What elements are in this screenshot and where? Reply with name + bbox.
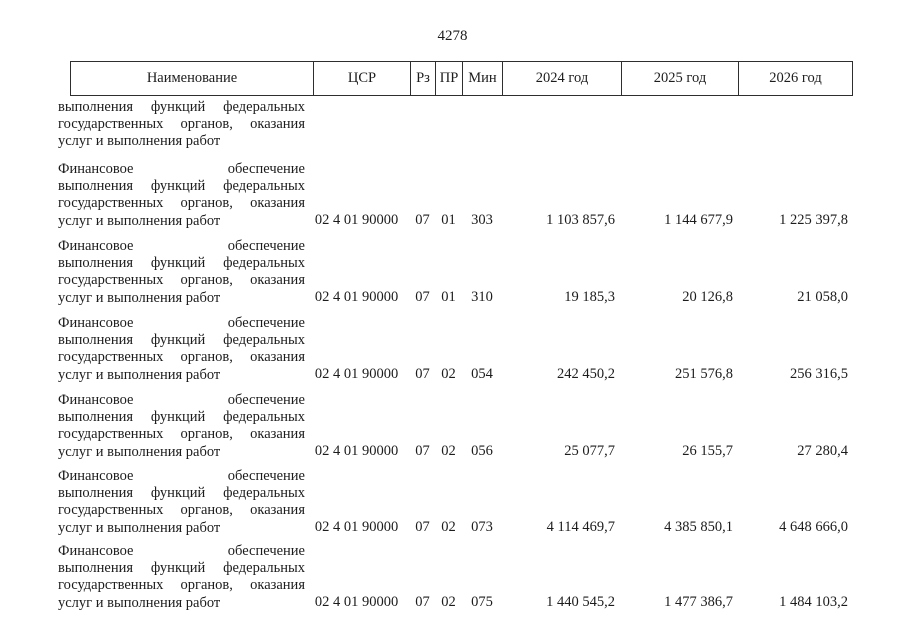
cell-y2026: 21 058,0	[797, 288, 848, 305]
header-cell-name: Наименование	[71, 62, 314, 95]
table-row: Финансовое обеспечение выполнения функций…	[58, 315, 852, 384]
cell-y2025: 251 576,8	[675, 365, 733, 382]
cell-csr: 02 4 01 90000	[314, 593, 399, 610]
cell-csr: 02 4 01 90000	[314, 288, 399, 305]
cell-rz: 07	[415, 365, 430, 382]
table-header-row: Наименование ЦСР Рз ПР Мин 2024 год 2025…	[70, 61, 853, 96]
name-line: государственных органов, оказания	[58, 349, 305, 366]
cell-y2024: 19 185,3	[564, 288, 615, 305]
cell-y2024: 4 114 469,7	[546, 518, 615, 535]
cell-y2024: 242 450,2	[557, 365, 615, 382]
cell-pr: 02	[441, 365, 456, 382]
cell-csr: 02 4 01 90000	[314, 518, 399, 535]
name-line: государственных органов, оказания	[58, 195, 305, 212]
cell-y2026: 256 316,5	[790, 365, 848, 382]
name-line: выполнения функций федеральных	[58, 409, 305, 426]
cell-rz: 07	[415, 518, 430, 535]
name-line: Финансовое обеспечение	[58, 543, 305, 559]
name-line: услуг и выполнения работ	[58, 289, 221, 306]
name-line: услуг и выполнения работ	[58, 443, 221, 460]
cell-pr: 01	[441, 211, 456, 228]
cell-min: 056	[471, 442, 493, 459]
table-row: Финансовое обеспечение выполнения функций…	[58, 238, 852, 307]
cell-pr: 02	[441, 593, 456, 610]
name-line: государственных органов, оказания	[58, 426, 305, 443]
cell-name: Финансовое обеспечение выполнения функций…	[58, 161, 305, 230]
cell-y2025: 26 155,7	[682, 442, 733, 459]
header-cell-pr: ПР	[436, 62, 463, 95]
name-line: государственных органов, оказания	[58, 577, 305, 594]
cell-y2024: 25 077,7	[564, 442, 615, 459]
cell-y2026: 1 484 103,2	[779, 593, 848, 610]
cell-min: 075	[471, 593, 493, 610]
cell-csr: 02 4 01 90000	[314, 365, 399, 382]
cell-pr: 02	[441, 442, 456, 459]
table-row: Финансовое обеспечение выполнения функций…	[58, 468, 852, 537]
table-row-carryover: выполнения функций федеральных государств…	[58, 99, 852, 151]
table-row: Финансовое обеспечение выполнения функций…	[58, 392, 852, 461]
name-line: выполнения функций федеральных	[58, 99, 305, 115]
table-row: Финансовое обеспечение выполнения функций…	[58, 543, 852, 612]
name-line: Финансовое обеспечение	[58, 238, 305, 254]
name-line: государственных органов, оказания	[58, 502, 305, 519]
cell-y2024: 1 103 857,6	[546, 211, 615, 228]
name-line: Финансовое обеспечение	[58, 315, 305, 331]
cell-rz: 07	[415, 442, 430, 459]
page-number: 4278	[437, 28, 468, 44]
name-line: выполнения функций федеральных	[58, 255, 305, 272]
name-line: выполнения функций федеральных	[58, 560, 305, 577]
cell-y2026: 1 225 397,8	[779, 211, 848, 228]
cell-y2025: 20 126,8	[682, 288, 733, 305]
cell-csr: 02 4 01 90000	[314, 211, 399, 228]
header-cell-min: Мин	[463, 62, 503, 95]
cell-pr: 01	[441, 288, 456, 305]
header-cell-2025: 2025 год	[622, 62, 739, 95]
header-cell-2024: 2024 год	[503, 62, 622, 95]
cell-csr: 02 4 01 90000	[314, 442, 399, 459]
name-line: выполнения функций федеральных	[58, 485, 305, 502]
name-line: государственных органов, оказания	[58, 272, 305, 289]
cell-min: 054	[471, 365, 493, 382]
header-cell-2026: 2026 год	[769, 70, 822, 86]
name-line: государственных органов, оказания	[58, 116, 305, 133]
cell-y2025: 1 144 677,9	[664, 211, 733, 228]
name-line: услуг и выполнения работ	[58, 366, 221, 383]
cell-y2026: 4 648 666,0	[779, 518, 848, 535]
cell-name: Финансовое обеспечение выполнения функций…	[58, 468, 305, 537]
name-line: услуг и выполнения работ	[58, 212, 221, 229]
cell-min: 073	[471, 518, 493, 535]
cell-y2025: 4 385 850,1	[664, 518, 733, 535]
cell-y2024: 1 440 545,2	[546, 593, 615, 610]
name-line: выполнения функций федеральных	[58, 332, 305, 349]
cell-min: 310	[471, 288, 493, 305]
table-row: Финансовое обеспечение выполнения функций…	[58, 161, 852, 230]
cell-y2026: 27 280,4	[797, 442, 848, 459]
name-line: Финансовое обеспечение	[58, 392, 305, 408]
cell-name: Финансовое обеспечение выполнения функций…	[58, 238, 305, 307]
header-cell-csr: ЦСР	[314, 62, 411, 95]
cell-rz: 07	[415, 211, 430, 228]
cell-name: Финансовое обеспечение выполнения функций…	[58, 392, 305, 461]
name-line: услуг и выполнения работ	[58, 519, 221, 536]
name-line: выполнения функций федеральных	[58, 178, 305, 195]
cell-name: Финансовое обеспечение выполнения функций…	[58, 315, 305, 384]
cell-name: Финансовое обеспечение выполнения функций…	[58, 543, 305, 612]
name-line: услуг и выполнения работ	[58, 133, 221, 150]
name-line: Финансовое обеспечение	[58, 161, 305, 177]
cell-y2025: 1 477 386,7	[664, 593, 733, 610]
cell-name: выполнения функций федеральных государств…	[58, 99, 305, 151]
name-line: Финансовое обеспечение	[58, 468, 305, 484]
cell-min: 303	[471, 211, 493, 228]
name-line: услуг и выполнения работ	[58, 594, 221, 611]
cell-rz: 07	[415, 288, 430, 305]
cell-pr: 02	[441, 518, 456, 535]
cell-rz: 07	[415, 593, 430, 610]
header-cell-rz: Рз	[411, 62, 436, 95]
